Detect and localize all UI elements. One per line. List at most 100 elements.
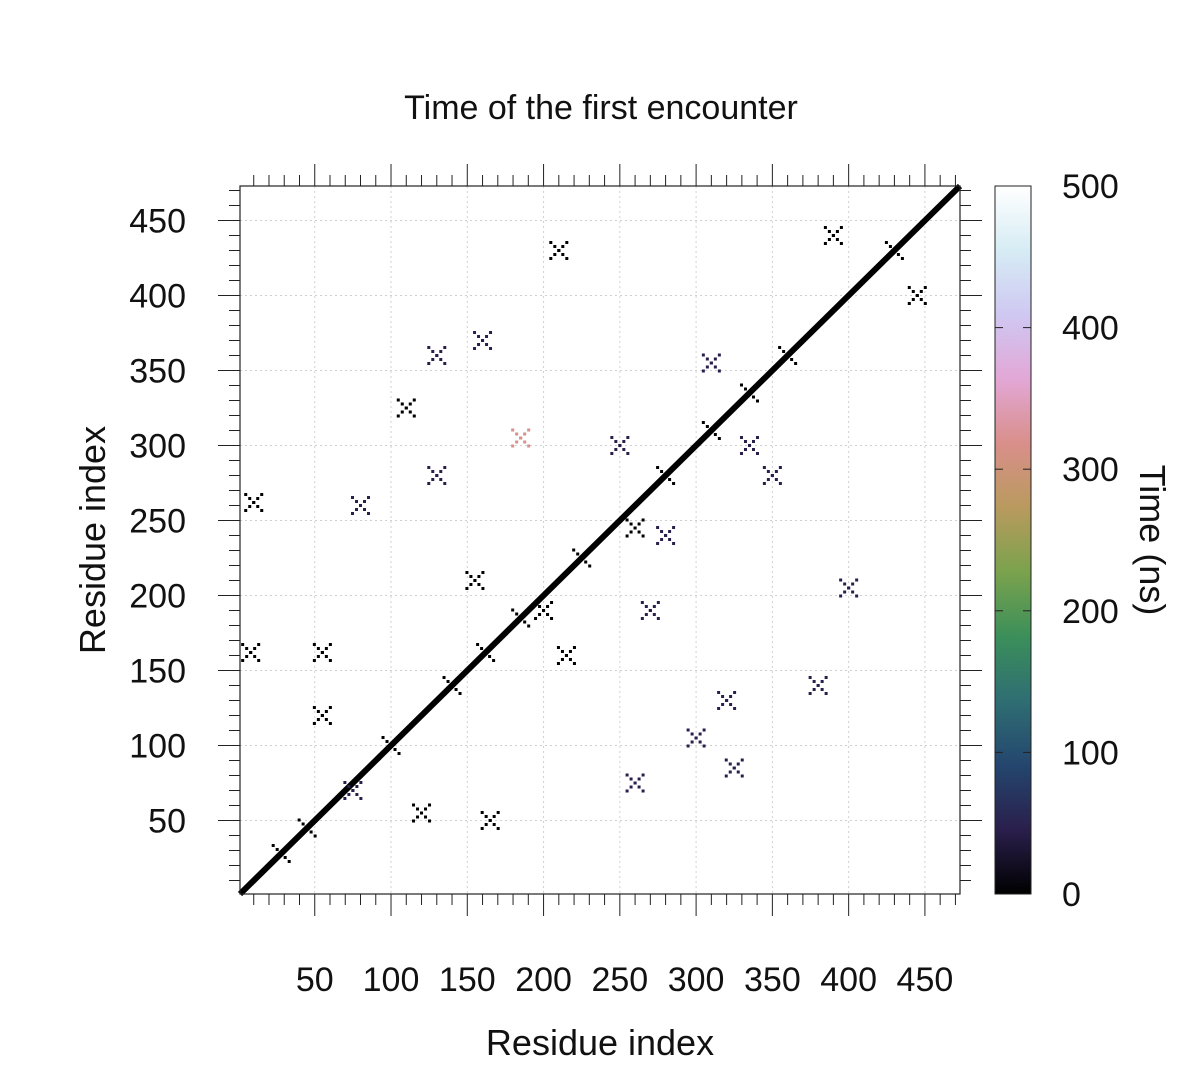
heatmap-cell	[728, 762, 732, 766]
heatmap-cell	[400, 402, 404, 406]
heatmap-cell	[485, 335, 489, 338]
heatmap-cell	[839, 226, 843, 229]
heatmap-cell	[672, 542, 676, 545]
heatmap-cell	[252, 501, 256, 504]
heatmap-cell	[301, 830, 305, 834]
heatmap-cell	[824, 676, 828, 679]
heatmap-cell	[747, 391, 751, 395]
heatmap-cell	[256, 505, 260, 508]
heatmap-cluster	[312, 706, 332, 725]
heatmap-cell	[766, 478, 770, 481]
heatmap-cell	[755, 452, 759, 455]
plot-ticks: 50 100 150 200 250 300 350 400 450 50 100 150 200 250…	[129, 164, 982, 999]
heatmap-cell	[435, 354, 439, 357]
heatmap-cell	[843, 590, 847, 594]
heatmap-cell	[489, 331, 493, 334]
heatmap-cell	[412, 819, 416, 823]
heatmap-cell	[652, 613, 656, 616]
heatmap-cell	[443, 466, 447, 469]
heatmap-cell	[515, 620, 519, 624]
heatmap-cell	[733, 691, 737, 694]
heatmap-cell	[782, 350, 786, 353]
heatmap-cluster	[511, 428, 531, 448]
heatmap-cell	[672, 526, 676, 529]
heatmap-cell	[469, 575, 473, 578]
heatmap-cell	[320, 714, 324, 717]
heatmap-cell	[717, 707, 721, 710]
heatmap-cell	[324, 718, 328, 721]
heatmap-cell	[717, 691, 721, 694]
heatmap-cell	[301, 822, 305, 826]
plot-marks	[237, 183, 963, 897]
heatmap-cell	[309, 830, 313, 834]
heatmap-cell	[481, 339, 485, 342]
heatmap-cell	[820, 688, 824, 691]
heatmap-cell	[446, 688, 450, 691]
heatmap-cell	[556, 662, 560, 665]
heatmap-cell	[827, 230, 831, 233]
heatmap-cell	[561, 253, 565, 256]
heatmap-cluster	[351, 496, 371, 515]
heatmap-cell	[831, 234, 835, 237]
colorbar-tick-label: 500	[1062, 168, 1119, 206]
heatmap-cell	[431, 470, 435, 473]
heatmap-cell	[702, 744, 706, 748]
heatmap-cell	[572, 646, 576, 649]
heatmap-cell	[355, 500, 359, 503]
heatmap-cell	[736, 770, 740, 774]
heatmap-cell	[888, 245, 892, 248]
heatmap-cell	[523, 612, 527, 616]
heatmap-cell	[351, 512, 355, 515]
heatmap-cell	[312, 659, 316, 662]
heatmap-cell	[786, 354, 790, 357]
heatmap-cell	[584, 560, 588, 564]
heatmap-cell	[641, 789, 645, 793]
heatmap-cell	[782, 358, 786, 361]
heatmap-cell	[808, 676, 812, 679]
heatmap-cell	[572, 662, 576, 665]
heatmap-cell	[843, 582, 847, 586]
x-tick-label: 300	[668, 961, 725, 999]
heatmap-cell	[534, 601, 538, 604]
heatmap-cluster	[465, 571, 485, 590]
plot-frame	[239, 185, 961, 895]
y-tick-label: 450	[129, 203, 186, 241]
heatmap-cell	[424, 807, 428, 811]
heatmap-cell	[637, 530, 641, 534]
heatmap-cell	[542, 609, 546, 612]
heatmap-cell	[656, 526, 660, 529]
heatmap-cell	[476, 643, 480, 646]
y-tick-label: 100	[129, 728, 186, 766]
heatmap-cell	[245, 647, 249, 650]
heatmap-cell	[477, 575, 481, 578]
heatmap-cluster	[724, 758, 744, 778]
heatmap-cell	[743, 440, 747, 443]
heatmap-cell	[755, 436, 759, 439]
heatmap-cell	[794, 362, 798, 365]
x-tick-label: 50	[296, 961, 334, 999]
heatmap-cell	[271, 844, 275, 847]
heatmap-cell	[576, 552, 580, 556]
colorbar-ticks: 0 100 200 300 400 500	[995, 168, 1119, 914]
heatmap-cell	[477, 343, 481, 346]
heatmap-cell	[610, 436, 614, 439]
x-tick-label: 450	[897, 961, 954, 999]
heatmap-cell	[359, 781, 363, 784]
heatmap-cell	[729, 695, 733, 698]
heatmap-cell	[724, 758, 728, 762]
heatmap-cell	[755, 383, 759, 387]
heatmap-cell	[705, 433, 709, 436]
heatmap-cluster	[381, 736, 401, 755]
heatmap-cell	[923, 302, 927, 305]
heatmap-cell	[480, 655, 484, 658]
heatmap-cell	[855, 594, 859, 598]
heatmap-cell	[766, 470, 770, 473]
heatmap-cell	[473, 347, 477, 350]
heatmap-cluster	[739, 436, 759, 455]
heatmap-cell	[648, 609, 652, 612]
heatmap-cell	[397, 736, 401, 739]
heatmap-cell	[656, 617, 660, 620]
heatmap-cell	[381, 752, 385, 755]
heatmap-cell	[538, 605, 542, 608]
